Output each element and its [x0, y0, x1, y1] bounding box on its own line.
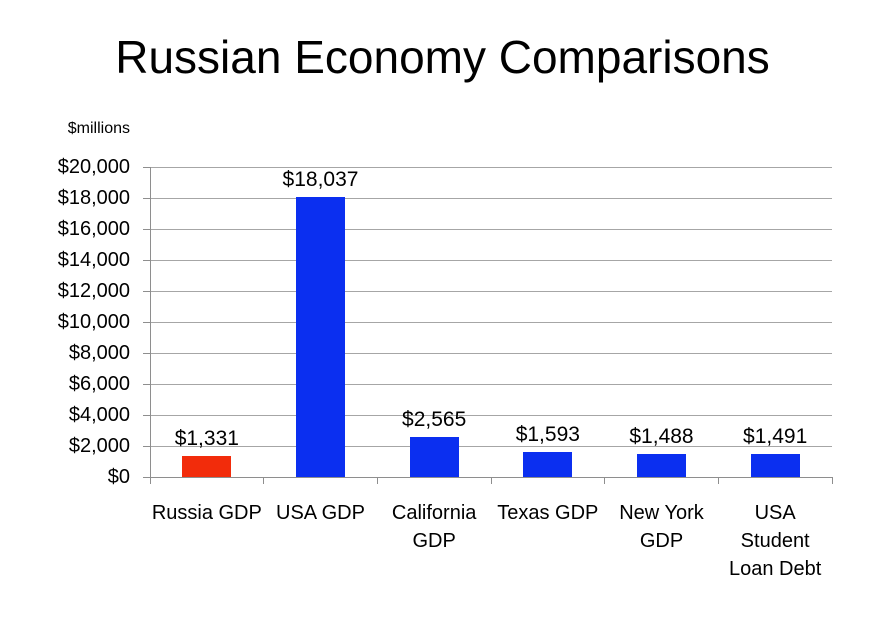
x-category-label-line: GDP: [639, 530, 684, 552]
x-category-label: California GDP: [370, 499, 498, 555]
y-axis-tick: [143, 445, 150, 447]
bar-value-label: $2,565: [402, 408, 467, 432]
gridline: [150, 414, 832, 416]
y-axis-line: [149, 167, 151, 477]
chart-title: Russian Economy Comparisons: [115, 31, 770, 83]
gridline: [150, 228, 832, 230]
y-tick-label: $14,000: [57, 249, 130, 271]
x-category-label-line: USA: [754, 502, 796, 524]
bar-value-label: $1,491: [743, 424, 808, 448]
y-tick-label: $10,000: [57, 311, 130, 333]
bar-value-label: $1,331: [174, 427, 239, 451]
x-category-label-line: New York: [619, 502, 704, 524]
x-axis-tick: [717, 477, 719, 484]
y-axis-tick: [143, 166, 150, 168]
y-axis-tick: [143, 259, 150, 261]
x-category-label-line: Student: [740, 530, 810, 552]
y-tick-label: $20,000: [57, 156, 130, 178]
x-category-label: New York GDP: [598, 499, 726, 555]
x-category-label-line: California: [391, 502, 477, 524]
bar-new-york-gdp: [637, 453, 686, 477]
x-category-label-line: Russia GDP: [151, 502, 262, 524]
gridline: [150, 290, 832, 292]
y-tick-label: $4,000: [68, 404, 130, 426]
y-tick-label: $6,000: [68, 373, 130, 395]
y-tick-label: $18,000: [57, 187, 130, 209]
y-tick-label: $0: [107, 466, 130, 488]
bar-value-label: $18,037: [282, 168, 359, 192]
x-category-label-line: USA GDP: [276, 502, 365, 524]
x-category-label-line: GDP: [412, 530, 456, 552]
x-category-label-line: Texas GDP: [497, 502, 599, 524]
y-axis-unit-label: $millions: [67, 120, 130, 137]
y-axis-tick: [143, 352, 150, 354]
gridline: [150, 166, 832, 168]
y-tick-label: $8,000: [68, 342, 130, 364]
bar-value-label: $1,593: [515, 423, 580, 447]
bar-value-label: $1,488: [629, 424, 694, 448]
x-axis-tick: [831, 477, 833, 484]
gridline: [150, 259, 832, 261]
gridline: [150, 352, 832, 354]
y-axis-tick: [143, 228, 150, 230]
y-axis-tick: [143, 383, 150, 385]
x-category-label: USA GDP: [257, 499, 385, 527]
bar-russia-gdp: [182, 456, 232, 477]
y-axis-tick: [143, 321, 150, 323]
x-axis-tick: [149, 477, 151, 484]
gridline: [150, 445, 832, 447]
bar-texas-gdp: [523, 452, 573, 477]
gridline: [150, 197, 832, 199]
bar-usa-student-loan-debt: [750, 453, 800, 477]
gridline: [150, 321, 832, 323]
x-category-label-line: Loan Debt: [729, 558, 822, 580]
y-axis-tick: [143, 290, 150, 292]
y-tick-label: $16,000: [57, 218, 130, 240]
x-axis-tick: [263, 477, 265, 484]
x-category-label: Texas GDP: [484, 499, 612, 527]
x-category-label: Russia GDP: [143, 499, 271, 527]
y-axis-tick: [143, 197, 150, 199]
x-category-label: USA Student Loan Debt: [711, 499, 839, 583]
y-tick-label: $12,000: [57, 280, 130, 302]
x-axis-tick: [604, 477, 606, 484]
x-axis-tick: [376, 477, 378, 484]
gridline: [150, 383, 832, 385]
bar-usa-gdp: [296, 197, 345, 477]
y-tick-label: $2,000: [68, 435, 130, 457]
bar-california-gdp: [409, 437, 459, 477]
x-axis-tick: [490, 477, 492, 484]
y-axis-tick: [143, 476, 150, 478]
y-axis-tick: [143, 414, 150, 416]
